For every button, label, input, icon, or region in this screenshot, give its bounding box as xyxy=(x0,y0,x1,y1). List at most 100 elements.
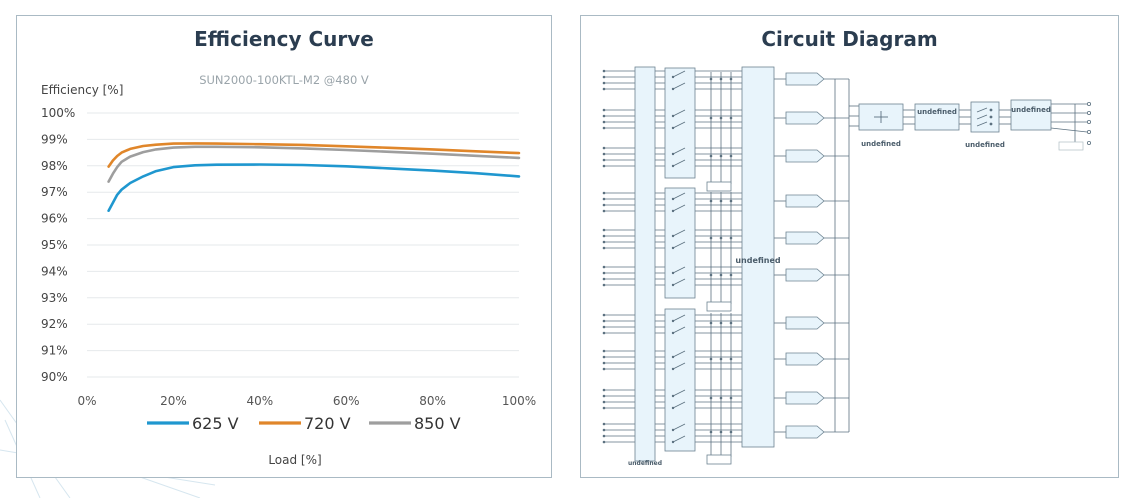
junction-dot xyxy=(719,154,723,158)
switch-contact xyxy=(672,389,686,397)
switch-node xyxy=(671,246,675,250)
junction-dot xyxy=(729,357,733,361)
switch-node xyxy=(671,428,675,432)
y-tick-label: 98% xyxy=(41,159,68,173)
mppt-box xyxy=(785,72,825,86)
efficiency-panel: Efficiency Curve 90% 91% 92% 93% 94% 95% 96% 97… xyxy=(16,15,552,478)
input-terminal xyxy=(602,152,606,156)
mppt-box xyxy=(785,231,825,245)
spd-box xyxy=(706,454,732,465)
input-terminal xyxy=(602,197,606,201)
input-terminal xyxy=(602,283,606,287)
spd-box xyxy=(706,181,732,192)
switch-contact xyxy=(672,241,686,249)
mppt-box xyxy=(785,149,825,163)
switch-node xyxy=(671,197,675,201)
emi-filter-label: undefined xyxy=(735,256,781,265)
chart-grid xyxy=(87,112,519,378)
input-terminal xyxy=(602,146,606,150)
circuit-panel: Circuit Diagram undefined undefined undefi… xyxy=(580,15,1119,478)
series-line-625v xyxy=(107,163,521,212)
switch-node xyxy=(671,75,675,79)
y-tick-label: 91% xyxy=(41,344,68,358)
switch-contact xyxy=(672,147,686,155)
chart-legend: 625 V 720 V 850 V xyxy=(147,414,461,433)
input-terminal xyxy=(602,265,606,269)
x-tick-label: 0% xyxy=(77,394,96,408)
switch-contact xyxy=(672,82,686,90)
relay-node xyxy=(989,108,993,112)
junction-dot xyxy=(709,116,713,120)
switch-node xyxy=(671,283,675,287)
switch-contact xyxy=(672,326,686,334)
dc-switch-box xyxy=(664,187,696,299)
switch-contact xyxy=(672,229,686,237)
switch-contact xyxy=(672,192,686,200)
current-sensor-box xyxy=(634,66,656,462)
circuit-labels: undefined undefined undefined undefined unde… xyxy=(628,106,1051,467)
y-tick-label: 99% xyxy=(41,132,68,146)
input-terminal xyxy=(602,406,606,410)
output-terminal xyxy=(1086,120,1091,125)
junction-dot xyxy=(709,396,713,400)
mppt-box xyxy=(785,268,825,282)
y-tick-label: 97% xyxy=(41,185,68,199)
relay-contact xyxy=(976,114,988,120)
junction-dot xyxy=(729,116,733,120)
inverter-label: undefined xyxy=(861,140,901,148)
input-terminal xyxy=(602,126,606,130)
output-filter-box xyxy=(914,103,960,131)
junction-dot xyxy=(719,321,723,325)
input-terminal xyxy=(602,158,606,162)
output-terminal xyxy=(1086,130,1091,135)
switch-contact xyxy=(672,204,686,212)
switch-contact xyxy=(672,314,686,322)
switch-contact xyxy=(672,401,686,409)
x-tick-label: 100% xyxy=(502,394,536,408)
input-terminal xyxy=(602,164,606,168)
switch-contact xyxy=(672,278,686,286)
input-terminal xyxy=(602,114,606,118)
switch-contact xyxy=(672,121,686,129)
y-tick-label: 90% xyxy=(41,370,68,384)
junction-dot xyxy=(709,273,713,277)
switch-node xyxy=(671,319,675,323)
switch-node xyxy=(671,114,675,118)
output-filter-label: undefined xyxy=(917,108,957,116)
input-terminal xyxy=(602,120,606,124)
series-line-720v xyxy=(107,142,521,168)
mppt-box xyxy=(785,425,825,439)
switch-contact xyxy=(672,266,686,274)
input-terminal xyxy=(602,349,606,353)
junction-dot xyxy=(709,154,713,158)
junction-dot xyxy=(729,430,733,434)
switch-contact xyxy=(672,159,686,167)
junction-dot xyxy=(719,396,723,400)
junction-dot xyxy=(709,236,713,240)
input-terminal xyxy=(602,87,606,91)
relay-node xyxy=(989,115,993,119)
input-terminal xyxy=(602,331,606,335)
switch-contact xyxy=(672,362,686,370)
chart-series xyxy=(107,142,521,212)
switch-node xyxy=(671,406,675,410)
input-terminal xyxy=(602,388,606,392)
switch-node xyxy=(671,331,675,335)
y-axis-label: Efficiency [%] xyxy=(41,83,123,97)
input-terminal xyxy=(602,434,606,438)
chart-title: Efficiency Curve xyxy=(194,27,374,51)
switch-node xyxy=(671,367,675,371)
junction-dot xyxy=(729,199,733,203)
junction-dot xyxy=(719,116,723,120)
switch-node xyxy=(671,87,675,91)
junction-dot xyxy=(719,273,723,277)
switch-node xyxy=(671,355,675,359)
mppt-box xyxy=(785,391,825,405)
mppt-box xyxy=(785,194,825,208)
circuit-diagram: undefined undefined undefined undefined unde… xyxy=(602,66,1091,467)
input-terminal xyxy=(602,355,606,359)
legend-label: 625 V xyxy=(192,414,239,433)
x-tick-label: 20% xyxy=(160,394,187,408)
x-tick-label: 80% xyxy=(419,394,446,408)
junction-dot xyxy=(709,321,713,325)
